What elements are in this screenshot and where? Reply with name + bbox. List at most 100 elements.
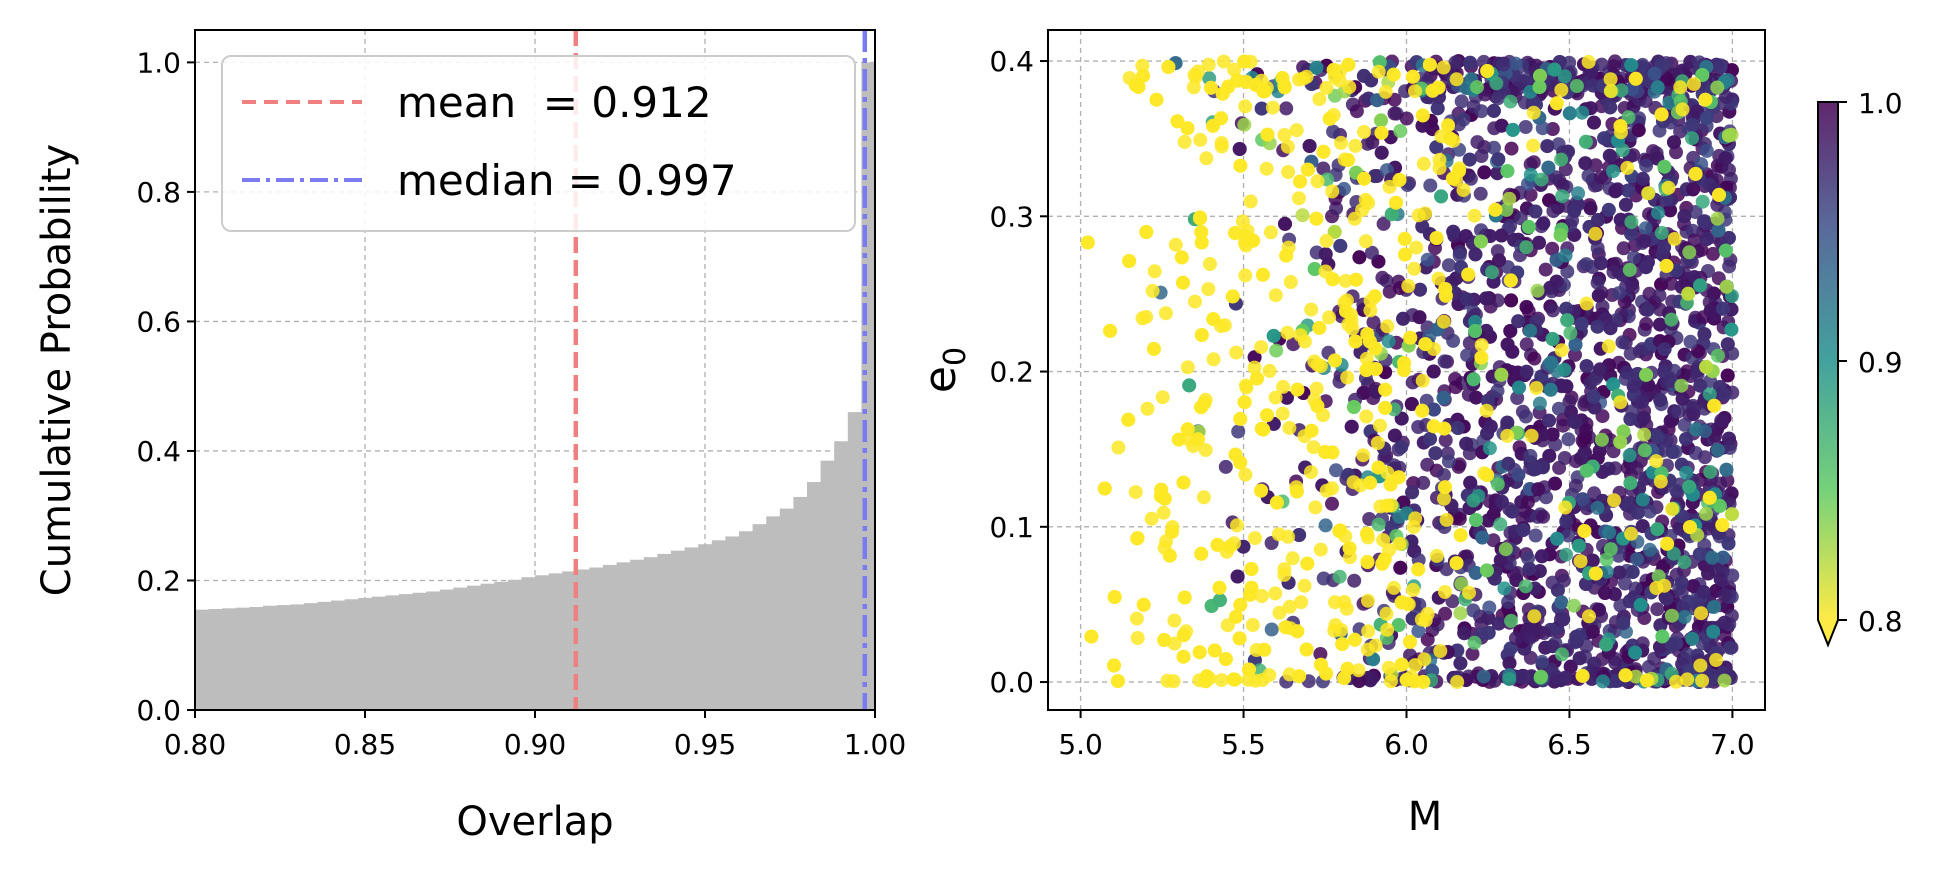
scatter-point bbox=[1423, 431, 1437, 446]
scatter-point bbox=[1475, 530, 1490, 545]
scatter-point bbox=[1318, 247, 1333, 262]
scatter-point bbox=[1655, 443, 1670, 458]
scatter-point bbox=[1608, 655, 1623, 670]
scatter-point bbox=[1347, 573, 1362, 588]
scatter-point bbox=[1665, 502, 1680, 517]
scatter-point bbox=[1322, 310, 1337, 325]
scatter-point bbox=[1686, 182, 1700, 197]
scatter-point bbox=[1278, 620, 1293, 635]
scatter-x-tick-label: 6.0 bbox=[1384, 728, 1429, 761]
scatter-point bbox=[1725, 507, 1739, 522]
scatter-point bbox=[1110, 674, 1125, 689]
scatter-point bbox=[1635, 57, 1650, 72]
scatter-point bbox=[1632, 111, 1647, 126]
scatter-point bbox=[1587, 115, 1601, 130]
scatter-point bbox=[1156, 505, 1171, 520]
scatter-point bbox=[1348, 138, 1363, 153]
scatter-point bbox=[1707, 600, 1722, 614]
scatter-point bbox=[1371, 64, 1386, 79]
histogram-y-tick-label: 0.8 bbox=[136, 176, 181, 209]
scatter-point bbox=[1547, 62, 1562, 77]
scatter-point bbox=[1420, 252, 1435, 267]
scatter-point bbox=[1366, 315, 1381, 330]
scatter-point bbox=[1228, 226, 1243, 240]
scatter-point bbox=[1415, 373, 1430, 388]
scatter-y-tick-label: 0.3 bbox=[989, 200, 1034, 233]
scatter-y-ticks: 0.0 0.1 0.2 0.3 0.4 bbox=[989, 45, 1048, 699]
scatter-point bbox=[1680, 672, 1695, 687]
scatter-point bbox=[1615, 335, 1630, 350]
scatter-point bbox=[1479, 563, 1494, 578]
scatter-point bbox=[1685, 631, 1700, 646]
scatter-point bbox=[1602, 148, 1617, 163]
scatter-point bbox=[1521, 219, 1536, 234]
scatter-point bbox=[1295, 208, 1310, 223]
colorbar-tick-label: 1.0 bbox=[1858, 87, 1903, 120]
scatter-point bbox=[1693, 278, 1708, 293]
scatter-point bbox=[1699, 216, 1714, 231]
scatter-point bbox=[1677, 610, 1692, 624]
scatter-point bbox=[1557, 362, 1572, 377]
scatter-point bbox=[1266, 328, 1281, 343]
scatter-point bbox=[1671, 404, 1686, 419]
scatter-point bbox=[1649, 581, 1664, 595]
scatter-point bbox=[1654, 107, 1669, 122]
scatter-point bbox=[1585, 553, 1600, 568]
scatter-point bbox=[1456, 183, 1471, 198]
scatter-point bbox=[1521, 551, 1536, 566]
scatter-point bbox=[1446, 171, 1460, 186]
scatter-point bbox=[1374, 145, 1389, 160]
scatter-point bbox=[1222, 539, 1237, 554]
scatter-point bbox=[1599, 552, 1614, 567]
scatter-point bbox=[1231, 73, 1246, 88]
scatter-point bbox=[1193, 132, 1208, 147]
scatter-point bbox=[1523, 167, 1538, 182]
scatter-point bbox=[1199, 151, 1214, 166]
scatter-point bbox=[1364, 245, 1379, 260]
scatter-point bbox=[1518, 409, 1533, 424]
scatter-point bbox=[1650, 522, 1665, 537]
scatter-point bbox=[1494, 494, 1509, 509]
histogram-bar bbox=[820, 460, 835, 710]
scatter-point bbox=[1260, 127, 1275, 142]
scatter-point bbox=[1341, 57, 1356, 72]
scatter-point bbox=[1161, 60, 1176, 74]
histogram-bar bbox=[235, 607, 250, 710]
scatter-point bbox=[1571, 538, 1586, 553]
scatter-point bbox=[1437, 468, 1451, 483]
scatter-point bbox=[1325, 272, 1340, 287]
scatter-y-label-base: e bbox=[915, 366, 966, 393]
histogram-bar bbox=[643, 557, 658, 710]
scatter-y-tick-label: 0.2 bbox=[989, 356, 1034, 389]
legend-mean-label: mean = 0.912 bbox=[397, 78, 712, 127]
scatter-point bbox=[1225, 289, 1240, 304]
scatter-point bbox=[1661, 180, 1676, 195]
scatter-point bbox=[1449, 72, 1464, 87]
histogram-bar bbox=[453, 587, 468, 710]
scatter-point bbox=[1637, 234, 1652, 249]
scatter-point bbox=[1613, 435, 1628, 450]
scatter-point bbox=[1591, 288, 1606, 303]
scatter-point bbox=[1337, 295, 1352, 310]
scatter-point bbox=[1347, 211, 1362, 226]
scatter-point bbox=[1637, 427, 1652, 442]
scatter-point bbox=[1549, 96, 1564, 111]
scatter-point bbox=[1567, 598, 1581, 613]
scatter-point bbox=[1712, 498, 1727, 513]
scatter-point bbox=[1624, 526, 1639, 541]
scatter-point bbox=[1558, 500, 1573, 515]
scatter-point bbox=[1245, 233, 1260, 248]
scatter-point bbox=[1415, 403, 1430, 418]
colorbar-outline bbox=[1817, 101, 1839, 648]
histogram-bar bbox=[480, 583, 495, 710]
histogram-y-label: Cumulative Probability bbox=[34, 144, 80, 596]
scatter-point bbox=[1683, 334, 1698, 349]
scatter-point bbox=[1687, 77, 1701, 91]
scatter-point bbox=[1679, 432, 1693, 446]
scatter-point bbox=[1585, 624, 1600, 639]
scatter-point bbox=[1316, 144, 1331, 159]
scatter-point bbox=[1300, 162, 1315, 177]
scatter-point bbox=[1412, 597, 1427, 612]
scatter-point bbox=[1233, 597, 1248, 612]
scatter-point bbox=[1521, 304, 1536, 319]
